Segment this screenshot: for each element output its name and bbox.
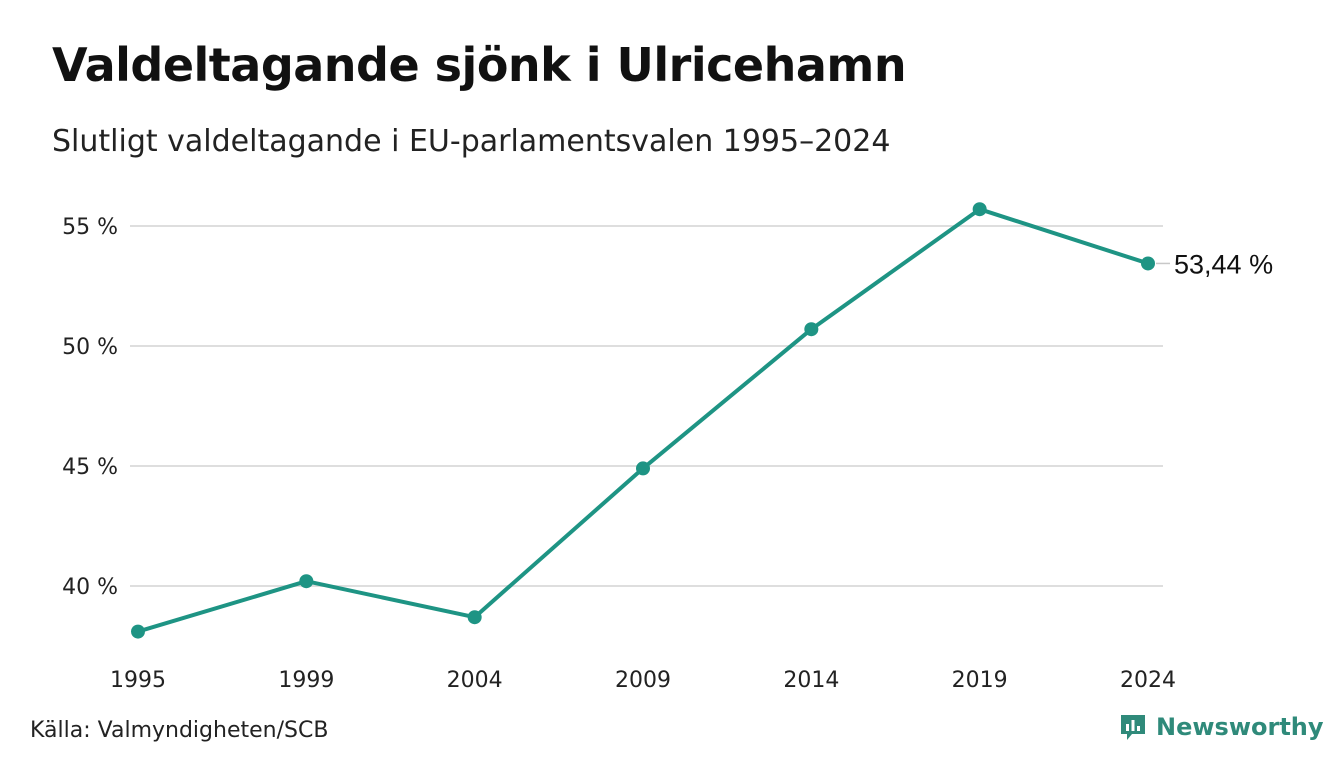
end-value-label: 53,44 %: [1174, 249, 1273, 279]
series-line-group: [136, 207, 1150, 634]
x-tick-label: 2019: [952, 668, 1008, 693]
data-point: [636, 461, 650, 476]
end-label-group: 53,44 %: [1156, 249, 1273, 279]
x-tick-label: 2024: [1120, 668, 1176, 693]
data-point: [972, 202, 987, 217]
data-point: [467, 610, 482, 625]
bar-chart-speech-bubble-icon: [1121, 715, 1145, 740]
data-point: [804, 322, 819, 337]
chart-subtitle: Slutligt valdeltagande i EU-parlamentsva…: [52, 124, 891, 159]
data-point: [299, 574, 314, 589]
data-points: [131, 202, 1155, 639]
x-tick-label: 1999: [278, 668, 334, 693]
series-line: [136, 207, 1150, 634]
y-tick-label: 45 %: [62, 455, 118, 480]
x-tick-label: 2014: [783, 668, 839, 693]
brand-name: Newsworthy: [1156, 713, 1324, 741]
x-tick-label: 1995: [110, 668, 166, 693]
chart-title: Valdeltagande sjönk i Ulricehamn: [52, 38, 907, 92]
data-point: [131, 624, 145, 639]
x-axis-tick-labels: 1995 1999 2004 2009 2014 2019 2024: [110, 668, 1176, 693]
y-axis-tick-labels: 40 % 45 % 50 % 55 %: [62, 215, 118, 600]
gridlines: [130, 225, 1163, 587]
y-tick-label: 55 %: [62, 215, 118, 240]
brand-logo: Newsworthy: [1118, 712, 1324, 742]
data-point: [1141, 256, 1155, 271]
x-tick-label: 2009: [615, 668, 671, 693]
y-tick-label: 50 %: [62, 335, 118, 360]
x-tick-label: 2004: [447, 668, 503, 693]
y-tick-label: 40 %: [62, 575, 118, 600]
source-note: Källa: Valmyndigheten/SCB: [30, 718, 329, 743]
